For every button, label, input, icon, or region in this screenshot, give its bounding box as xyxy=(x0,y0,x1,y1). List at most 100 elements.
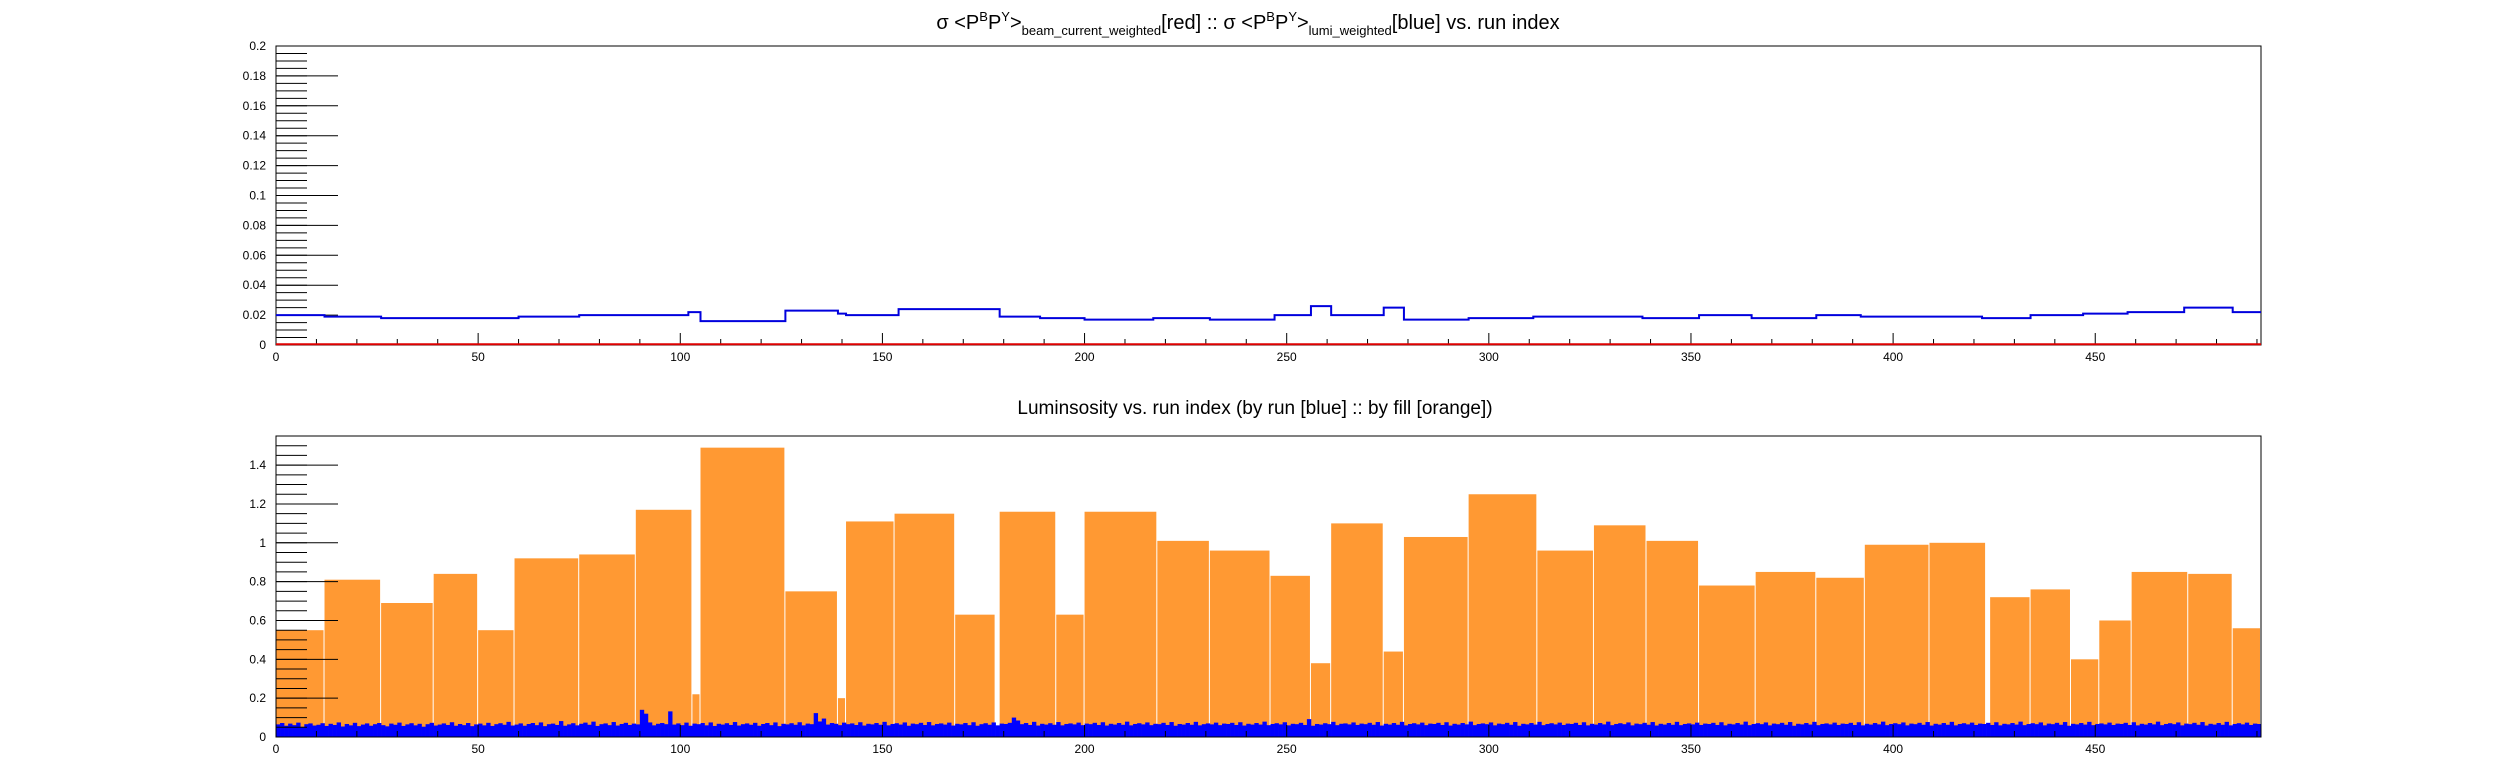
fill-bar xyxy=(1383,651,1403,737)
run-bar xyxy=(583,722,588,737)
run-bar xyxy=(486,722,491,737)
fill-bar xyxy=(635,509,692,737)
top-x-tick-label: 200 xyxy=(1075,350,1095,364)
run-bar xyxy=(2216,723,2221,737)
run-bar xyxy=(1343,723,1348,737)
run-bar xyxy=(1828,724,1833,737)
run-bar xyxy=(1359,723,1364,737)
run-bar xyxy=(1088,724,1093,737)
fill-bar xyxy=(2131,571,2188,737)
run-bar xyxy=(506,721,511,737)
run-bar xyxy=(635,724,641,737)
run-bar xyxy=(449,722,455,737)
run-bar xyxy=(2026,723,2031,737)
run-bar xyxy=(1488,722,1494,737)
run-bar xyxy=(1278,724,1283,737)
run-bar xyxy=(979,724,984,737)
run-bar xyxy=(292,725,297,737)
run-bar xyxy=(2208,723,2213,737)
fill-bar xyxy=(999,511,1056,737)
fill-bar xyxy=(894,513,955,737)
run-bar xyxy=(478,723,483,737)
run-bar xyxy=(1323,723,1328,737)
run-bar xyxy=(1775,724,1781,737)
run-bar xyxy=(389,723,394,737)
run-bar xyxy=(1432,723,1437,737)
run-bar xyxy=(1452,723,1457,737)
run-bar xyxy=(692,723,697,737)
run-bar xyxy=(381,725,386,737)
run-bar xyxy=(2180,725,2185,737)
run-bar xyxy=(1953,725,1959,737)
run-bar xyxy=(441,723,447,737)
run-bar xyxy=(696,724,701,737)
run-bar xyxy=(1464,724,1469,737)
run-bar xyxy=(1832,722,1837,737)
run-bar xyxy=(1759,724,1765,737)
bottom-x-tick-label: 350 xyxy=(1681,742,1701,756)
run-bar xyxy=(1129,725,1134,737)
run-bar xyxy=(2018,721,2023,737)
run-bar xyxy=(356,726,362,737)
run-bar xyxy=(1876,724,1882,737)
run-bar xyxy=(308,723,313,737)
run-bar xyxy=(813,713,819,737)
run-bar xyxy=(833,723,839,737)
run-bar xyxy=(1961,723,1967,737)
run-bar xyxy=(1836,724,1841,737)
run-bar xyxy=(2196,724,2201,737)
run-bar xyxy=(1796,723,1801,737)
run-bar xyxy=(801,725,806,737)
run-bar xyxy=(1076,722,1081,737)
run-bar xyxy=(1941,723,1946,737)
run-bar xyxy=(1436,722,1441,737)
run-bar xyxy=(676,723,681,737)
run-bar xyxy=(1262,721,1267,737)
run-bar xyxy=(987,724,992,737)
run-bar xyxy=(1945,724,1951,737)
run-bar xyxy=(2228,725,2234,737)
run-bar xyxy=(1747,725,1752,737)
run-bar xyxy=(1399,721,1405,737)
run-bar xyxy=(959,724,964,737)
run-bar xyxy=(789,723,794,737)
top-x-tick-label: 400 xyxy=(1883,350,1903,364)
run-bar xyxy=(2046,723,2052,737)
fill-bar xyxy=(324,579,381,737)
fill-bar xyxy=(837,698,846,737)
run-bar xyxy=(1674,721,1680,737)
run-bar xyxy=(417,723,422,737)
run-bar xyxy=(368,725,374,737)
run-bar xyxy=(1266,725,1271,737)
run-bar xyxy=(1820,723,1825,737)
run-bar xyxy=(1707,723,1712,737)
run-bar xyxy=(1994,722,1999,737)
run-bar xyxy=(1933,723,1938,737)
run-bar xyxy=(2066,725,2072,737)
run-bar xyxy=(1274,723,1279,737)
run-bar xyxy=(837,725,843,737)
run-bar xyxy=(1116,723,1122,737)
run-bar xyxy=(1092,722,1097,737)
run-bar xyxy=(2200,722,2205,737)
run-bar xyxy=(1755,723,1760,737)
run-bar xyxy=(1036,725,1041,737)
run-bar xyxy=(930,725,936,737)
run-bar xyxy=(1205,723,1211,737)
run-bar xyxy=(1844,723,1849,737)
run-bar xyxy=(1537,721,1542,737)
bottom-y-tick-label: 1.4 xyxy=(249,458,266,472)
run-bar xyxy=(2131,722,2136,737)
run-bar xyxy=(1581,722,1587,737)
run-bar xyxy=(554,724,560,737)
run-bar xyxy=(821,718,827,737)
run-bar xyxy=(1909,723,1914,737)
top-series-line-blue xyxy=(276,305,2261,323)
run-bar xyxy=(1577,724,1583,737)
run-bar xyxy=(1416,724,1421,737)
fill-bar xyxy=(1157,540,1209,737)
run-bar xyxy=(1460,723,1465,737)
run-bar xyxy=(1557,722,1562,737)
run-bar xyxy=(1824,723,1829,737)
run-bar xyxy=(534,725,540,737)
